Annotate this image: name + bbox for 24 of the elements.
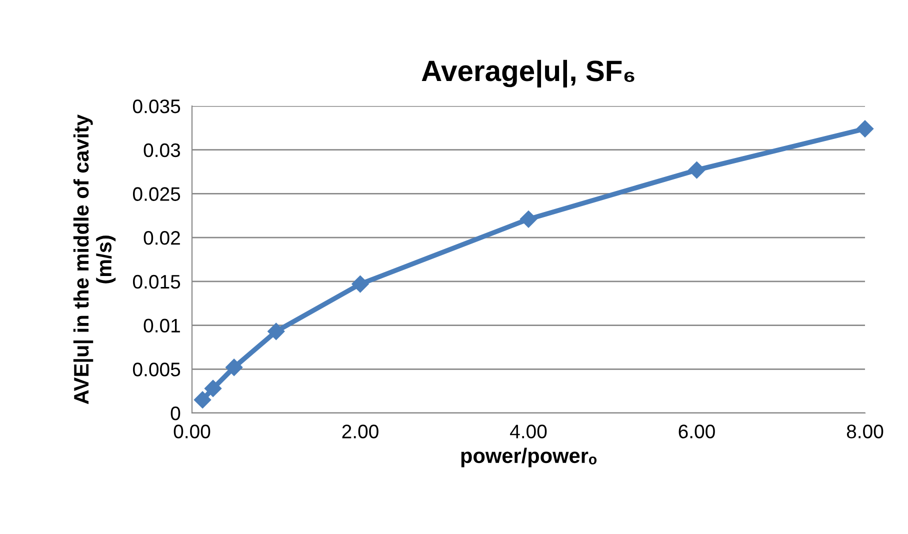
y-tick-label: 0.01: [144, 318, 180, 333]
y-tick-label: 0.015: [132, 274, 180, 289]
y-axis-title: AVE|u| in the middle of cavity (m/s): [73, 114, 116, 404]
y-tick-label: 0: [170, 406, 180, 420]
point: [856, 120, 874, 138]
y-tick-label: 0.02: [144, 231, 180, 245]
point: [194, 391, 212, 408]
y-tick-label: 0.005: [132, 362, 180, 376]
x-tick-label: 0.00: [174, 424, 210, 438]
y-tick-label: 0.025: [132, 187, 180, 201]
x-tick-label: 8.00: [846, 424, 884, 438]
point: [352, 276, 369, 293]
point: [226, 358, 243, 376]
point: [268, 322, 285, 340]
y-tick-label: 0.03: [144, 143, 180, 158]
x-axis-title: power/powerₒ: [461, 448, 597, 468]
point: [688, 161, 706, 179]
y-tick-label: 0.035: [132, 99, 180, 114]
chart-title: Average|u|, SF₆: [422, 60, 634, 88]
point: [204, 380, 222, 397]
x-tick-label: 6.00: [678, 424, 715, 438]
x-tick-label: 4.00: [510, 424, 547, 438]
point: [520, 210, 538, 228]
x-tick-label: 2.00: [342, 424, 378, 438]
